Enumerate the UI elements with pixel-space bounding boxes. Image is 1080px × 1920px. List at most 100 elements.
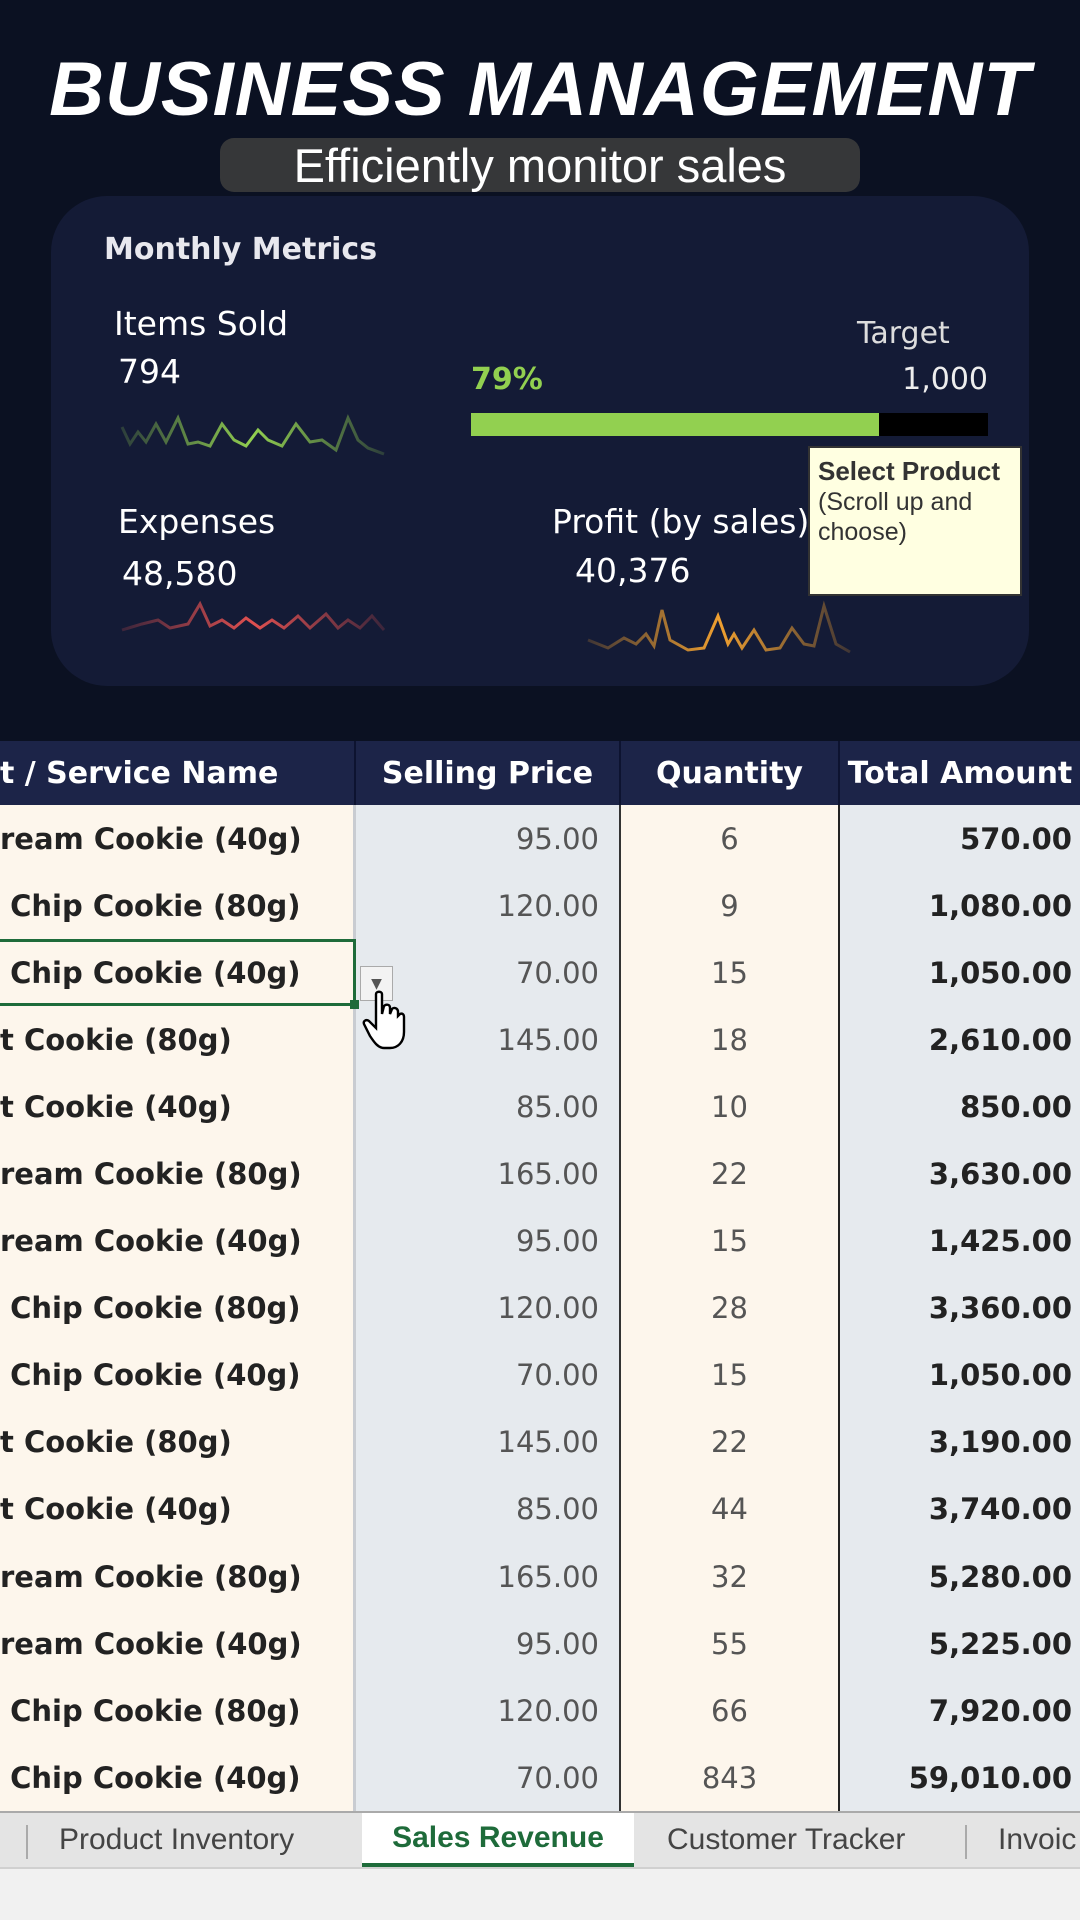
cell-quantity[interactable]: 32 (621, 1543, 840, 1611)
cell-total-amount[interactable]: 1,050.00 (840, 1341, 1080, 1409)
hand-cursor-icon (362, 990, 406, 1050)
cell-selling-price[interactable]: 120.00 (356, 1274, 621, 1342)
table-row: ream Cookie (40g) 95.00 15 1,425.00 (0, 1207, 1080, 1275)
cell-quantity[interactable]: 18 (621, 1006, 840, 1074)
cell-selling-price[interactable]: 95.00 (356, 1207, 621, 1275)
cell-product-name[interactable]: ream Cookie (40g) (0, 805, 356, 873)
cell-quantity[interactable]: 44 (621, 1475, 840, 1544)
progress-percent: 79% (471, 362, 543, 397)
table-row: t Cookie (40g) 85.00 44 3,740.00 (0, 1475, 1080, 1544)
header-selling-price[interactable]: Selling Price (356, 741, 621, 805)
cell-total-amount[interactable]: 1,425.00 (840, 1207, 1080, 1275)
table-row: ream Cookie (40g) 95.00 6 570.00 (0, 805, 1080, 873)
cell-product-name[interactable]: ream Cookie (80g) (0, 1140, 356, 1208)
status-bar (0, 1867, 1080, 1920)
header-quantity[interactable]: Quantity (621, 741, 840, 805)
cell-total-amount[interactable]: 3,630.00 (840, 1140, 1080, 1208)
sales-table: t / Service Name Selling Price Quantity … (0, 741, 1080, 1812)
cell-total-amount[interactable]: 7,920.00 (840, 1677, 1080, 1745)
cell-selling-price[interactable]: 70.00 (356, 1744, 621, 1812)
tooltip-title: Select Product (818, 456, 1001, 486)
cell-selling-price[interactable]: 70.00 (356, 939, 621, 1007)
cell-product-name[interactable]: t Cookie (80g) (0, 1006, 356, 1074)
cell-product-name[interactable]: ream Cookie (40g) (0, 1610, 356, 1678)
header-product-name[interactable]: t / Service Name (0, 741, 356, 805)
tab-divider (965, 1825, 967, 1859)
fill-handle[interactable] (350, 1000, 359, 1009)
table-row: Chip Cookie (80g) 120.00 9 1,080.00 (0, 872, 1080, 940)
cell-total-amount[interactable]: 3,360.00 (840, 1274, 1080, 1342)
tab-invoice[interactable]: Invoic (998, 1823, 1077, 1856)
cell-selling-price[interactable]: 85.00 (356, 1475, 621, 1544)
cell-total-amount[interactable]: 5,280.00 (840, 1543, 1080, 1611)
table-row: t Cookie (80g) 145.00 18 2,610.00 (0, 1006, 1080, 1074)
cell-selling-price[interactable]: 165.00 (356, 1543, 621, 1611)
cell-product-name[interactable]: Chip Cookie (40g) (0, 1341, 356, 1409)
cell-selling-price[interactable]: 120.00 (356, 872, 621, 940)
tooltip-body: (Scroll up and choose) (818, 488, 973, 547)
cell-total-amount[interactable]: 3,740.00 (840, 1475, 1080, 1544)
selected-cell[interactable] (0, 939, 356, 1006)
tab-sales-revenue[interactable]: Sales Revenue (362, 1813, 634, 1867)
cell-product-name[interactable]: t Cookie (40g) (0, 1475, 356, 1544)
cell-quantity[interactable]: 66 (621, 1677, 840, 1745)
cell-product-name[interactable]: t Cookie (80g) (0, 1408, 356, 1476)
cell-total-amount[interactable]: 5,225.00 (840, 1610, 1080, 1678)
chevron-down-icon: ▼ (371, 975, 382, 992)
tab-product-inventory[interactable]: Product Inventory (59, 1823, 295, 1856)
cell-quantity[interactable]: 10 (621, 1073, 840, 1141)
cell-quantity[interactable]: 28 (621, 1274, 840, 1342)
cell-product-name[interactable]: ream Cookie (40g) (0, 1207, 356, 1275)
cell-quantity[interactable]: 15 (621, 1207, 840, 1275)
cell-product-name[interactable]: t Cookie (40g) (0, 1073, 356, 1141)
cell-total-amount[interactable]: 1,050.00 (840, 939, 1080, 1007)
cell-quantity[interactable]: 15 (621, 1341, 840, 1409)
cell-quantity[interactable]: 15 (621, 939, 840, 1007)
cell-product-name[interactable]: Chip Cookie (80g) (0, 1274, 356, 1342)
cell-selling-price[interactable]: 165.00 (356, 1140, 621, 1208)
cell-total-amount[interactable]: 2,610.00 (840, 1006, 1080, 1074)
cell-total-amount[interactable]: 570.00 (840, 805, 1080, 873)
table-row: ream Cookie (40g) 95.00 55 5,225.00 (0, 1610, 1080, 1678)
items-sold-sparkline (120, 414, 385, 456)
table-row: Chip Cookie (80g) 120.00 28 3,360.00 (0, 1274, 1080, 1342)
expenses-sparkline (121, 600, 386, 632)
cell-product-name[interactable]: Chip Cookie (40g) (0, 939, 356, 1007)
cell-selling-price[interactable]: 70.00 (356, 1341, 621, 1409)
cell-product-name[interactable]: Chip Cookie (80g) (0, 1677, 356, 1745)
cell-quantity[interactable]: 22 (621, 1140, 840, 1208)
cell-product-name[interactable]: ream Cookie (80g) (0, 1543, 356, 1611)
profit-sparkline (587, 600, 851, 654)
cell-selling-price[interactable]: 120.00 (356, 1677, 621, 1745)
table-row: t Cookie (80g) 145.00 22 3,190.00 (0, 1408, 1080, 1476)
cell-quantity[interactable]: 6 (621, 805, 840, 873)
header-total-amount[interactable]: Total Amount (847, 755, 1073, 791)
tab-divider (26, 1825, 28, 1859)
cell-total-amount[interactable]: 1,080.00 (840, 872, 1080, 940)
cell-product-name[interactable]: Chip Cookie (40g) (0, 1744, 356, 1812)
table-header: t / Service Name Selling Price Quantity … (0, 741, 1080, 805)
cell-total-amount[interactable]: 3,190.00 (840, 1408, 1080, 1476)
target-value: 1,000 (902, 362, 988, 397)
cell-product-name[interactable]: Chip Cookie (80g) (0, 872, 356, 940)
cell-quantity[interactable]: 9 (621, 872, 840, 940)
cell-selling-price[interactable]: 95.00 (356, 1610, 621, 1678)
table-row: ream Cookie (80g) 165.00 22 3,630.00 (0, 1140, 1080, 1208)
cell-selling-price[interactable]: 85.00 (356, 1073, 621, 1141)
table-row: Chip Cookie (40g) 70.00 15 1,050.00 (0, 939, 1080, 1007)
expenses-label: Expenses (118, 502, 276, 541)
video-caption: Efficiently monitor sales (220, 138, 860, 192)
cell-quantity[interactable]: 55 (621, 1610, 840, 1678)
expenses-value: 48,580 (122, 554, 238, 593)
cell-selling-price[interactable]: 145.00 (356, 1408, 621, 1476)
cell-quantity[interactable]: 843 (621, 1744, 840, 1812)
items-sold-label: Items Sold (114, 304, 289, 343)
page-title: BUSINESS MANAGEMENT (49, 47, 1031, 132)
cell-total-amount[interactable]: 850.00 (840, 1073, 1080, 1141)
cell-total-amount[interactable]: 59,010.00 (840, 1744, 1080, 1812)
cell-selling-price[interactable]: 95.00 (356, 805, 621, 873)
table-row: Chip Cookie (80g) 120.00 66 7,920.00 (0, 1677, 1080, 1745)
tab-customer-tracker[interactable]: Customer Tracker (667, 1823, 906, 1856)
profit-label: Profit (by sales) (552, 502, 810, 541)
cell-quantity[interactable]: 22 (621, 1408, 840, 1476)
